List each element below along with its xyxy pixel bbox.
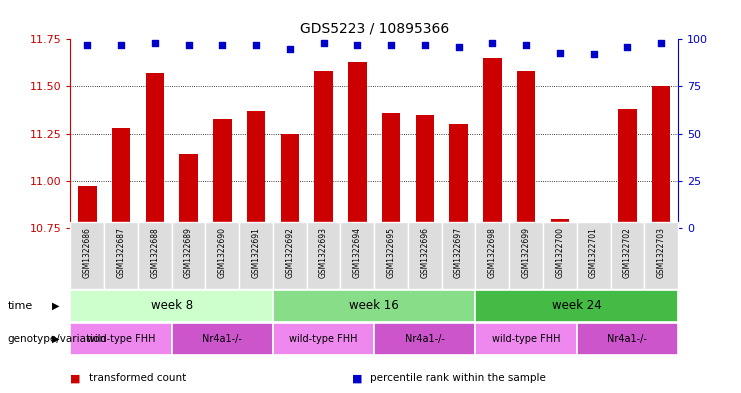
Text: GSM1322690: GSM1322690 [218, 228, 227, 278]
Point [419, 42, 431, 48]
Title: GDS5223 / 10895366: GDS5223 / 10895366 [299, 21, 449, 35]
Bar [382, 113, 400, 228]
Point [182, 42, 194, 48]
Bar [273, 323, 374, 355]
Bar [70, 290, 273, 321]
Text: GSM1322693: GSM1322693 [319, 228, 328, 278]
Bar [172, 323, 273, 355]
Bar [449, 124, 468, 228]
Bar [476, 323, 576, 355]
Bar [576, 222, 611, 289]
Point [385, 42, 397, 48]
Point [284, 46, 296, 52]
Bar [585, 222, 603, 228]
Bar [652, 86, 671, 228]
Bar [340, 222, 374, 289]
Text: ▶: ▶ [52, 301, 59, 310]
Point [554, 50, 566, 56]
Point [622, 44, 634, 50]
Text: GSM1322692: GSM1322692 [285, 228, 294, 278]
Text: ▶: ▶ [52, 334, 59, 344]
Bar [374, 323, 476, 355]
Bar [281, 134, 299, 228]
Text: GSM1322703: GSM1322703 [657, 228, 665, 278]
Text: Nr4a1-/-: Nr4a1-/- [608, 334, 648, 344]
Text: GSM1322688: GSM1322688 [150, 228, 159, 278]
Text: week 16: week 16 [349, 299, 399, 312]
Bar [205, 222, 239, 289]
Bar [576, 323, 678, 355]
Point [318, 40, 330, 46]
Text: GSM1322701: GSM1322701 [589, 228, 598, 278]
Bar [213, 119, 232, 228]
Bar [611, 222, 644, 289]
Bar [476, 290, 678, 321]
Bar [476, 222, 509, 289]
Point [655, 40, 667, 46]
Text: ■: ■ [70, 373, 81, 383]
Bar [543, 222, 576, 289]
Bar [509, 222, 543, 289]
Bar [516, 72, 536, 228]
Bar [408, 222, 442, 289]
Text: GSM1322695: GSM1322695 [387, 228, 396, 278]
Bar [70, 222, 104, 289]
Bar [314, 72, 333, 228]
Point [486, 40, 498, 46]
Bar [239, 222, 273, 289]
Bar [172, 222, 205, 289]
Bar [78, 186, 96, 228]
Text: GSM1322696: GSM1322696 [420, 228, 429, 278]
Bar [442, 222, 476, 289]
Bar [273, 290, 476, 321]
Text: GSM1322689: GSM1322689 [184, 228, 193, 278]
Point [82, 42, 93, 48]
Bar [374, 222, 408, 289]
Bar [348, 62, 367, 228]
Text: week 24: week 24 [552, 299, 602, 312]
Text: transformed count: transformed count [89, 373, 186, 383]
Text: GSM1322700: GSM1322700 [555, 228, 565, 278]
Point [351, 42, 363, 48]
Point [115, 42, 127, 48]
Point [216, 42, 228, 48]
Bar [145, 73, 164, 228]
Bar [112, 128, 130, 228]
Text: wild-type FHH: wild-type FHH [87, 334, 156, 344]
Point [250, 42, 262, 48]
Bar [551, 219, 569, 228]
Text: GSM1322694: GSM1322694 [353, 228, 362, 278]
Text: GSM1322702: GSM1322702 [623, 228, 632, 278]
Bar [273, 222, 307, 289]
Text: time: time [7, 301, 33, 310]
Text: GSM1322698: GSM1322698 [488, 228, 497, 278]
Bar [307, 222, 340, 289]
Bar [70, 323, 172, 355]
Text: genotype/variation: genotype/variation [7, 334, 107, 344]
Bar [416, 115, 434, 228]
Point [588, 51, 599, 57]
Text: week 8: week 8 [150, 299, 193, 312]
Text: GSM1322686: GSM1322686 [83, 228, 92, 278]
Text: GSM1322687: GSM1322687 [116, 228, 125, 278]
Text: Nr4a1-/-: Nr4a1-/- [202, 334, 242, 344]
Point [149, 40, 161, 46]
Text: wild-type FHH: wild-type FHH [289, 334, 358, 344]
Text: GSM1322697: GSM1322697 [454, 228, 463, 278]
Bar [483, 58, 502, 228]
Text: percentile rank within the sample: percentile rank within the sample [370, 373, 546, 383]
Bar [104, 222, 138, 289]
Bar [618, 109, 637, 228]
Bar [179, 154, 198, 228]
Bar [247, 111, 265, 228]
Point [520, 42, 532, 48]
Text: GSM1322691: GSM1322691 [251, 228, 261, 278]
Bar [644, 222, 678, 289]
Text: ■: ■ [352, 373, 362, 383]
Text: GSM1322699: GSM1322699 [522, 228, 531, 278]
Point [453, 44, 465, 50]
Text: Nr4a1-/-: Nr4a1-/- [405, 334, 445, 344]
Text: wild-type FHH: wild-type FHH [492, 334, 560, 344]
Bar [138, 222, 172, 289]
